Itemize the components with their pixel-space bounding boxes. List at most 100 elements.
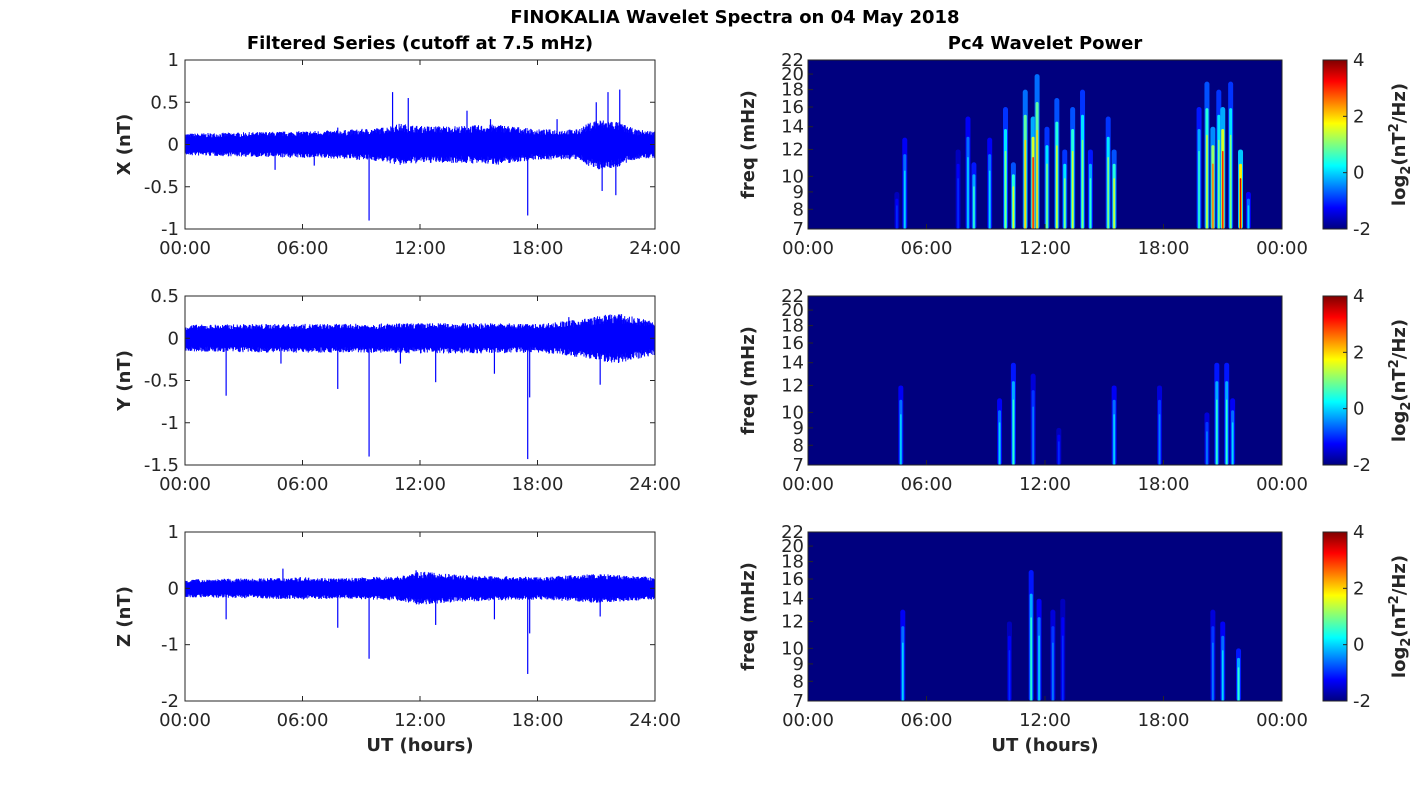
x-tick-label: 12:00 [394, 710, 446, 731]
series-panel-y: -1.5 -1 -0.5 0 0.5 00:00 06:00 12:00 18:00 24:00 Y… [114, 286, 681, 495]
x-tick-label: 18:00 [1138, 710, 1190, 731]
colorbar-label: log2(nT2/Hz) [1387, 83, 1414, 206]
power-streak [1052, 642, 1054, 701]
x-tick-label: 12:00 [1019, 710, 1071, 731]
colorbar-label-part: /Hz) [1389, 83, 1410, 123]
y-tick-label: 22 [781, 50, 804, 71]
x-tick-label: 24:00 [629, 238, 681, 259]
y-tick-label: 12 [781, 139, 804, 160]
y-axis-label: freq (mHz) [738, 90, 759, 199]
y-tick-label: -0.5 [144, 177, 179, 198]
x-tick-label: 24:00 [629, 474, 681, 495]
y-tick-label: 7 [793, 455, 804, 476]
power-streak [1046, 163, 1048, 229]
colorbar-label-part: log [1389, 411, 1410, 442]
y-tick-label: 16 [781, 569, 804, 590]
power-streak [1071, 150, 1074, 229]
y-tick-label: -1 [161, 635, 179, 656]
y-tick-label: 8 [793, 435, 804, 456]
colorbar-label-part: /Hz) [1389, 319, 1410, 359]
y-tick-label: 18 [781, 316, 804, 337]
y-tick-label: -1 [161, 413, 179, 434]
x-tick-label: 06:00 [277, 238, 329, 259]
power-streak [1229, 134, 1232, 229]
power-streak [1237, 667, 1240, 701]
y-tick-label: 0.5 [150, 92, 179, 113]
colorbar-tick-label: 4 [1353, 522, 1364, 543]
y-tick-label: 14 [781, 589, 804, 610]
power-streak [967, 157, 969, 229]
power-streak [998, 422, 1001, 465]
y-tick-label: 9 [793, 654, 804, 675]
power-streak [1206, 431, 1208, 465]
power-streak [1056, 145, 1058, 229]
x-tick-label: 06:00 [901, 238, 953, 259]
colorbar-tick-label: -2 [1353, 691, 1371, 712]
power-streak [1032, 157, 1034, 229]
power-streak [1216, 399, 1218, 465]
y-tick-label: 9 [793, 418, 804, 439]
y-tick-label: 8 [793, 199, 804, 220]
power-streak [1081, 139, 1084, 229]
power-streak [904, 170, 906, 229]
y-tick-label: 12 [781, 375, 804, 396]
power-streak [1038, 635, 1040, 701]
power-streak [1158, 414, 1161, 465]
colorbar-label-part: (nT [1389, 368, 1410, 402]
x-tick-label: 00:00 [782, 710, 834, 731]
colorbar-tick-label: 4 [1353, 286, 1364, 307]
x-tick-label: 24:00 [629, 710, 681, 731]
colorbar-label-part: log [1389, 647, 1410, 678]
power-streak [1030, 617, 1032, 701]
power-streak [1212, 163, 1214, 229]
y-tick-label: 0 [168, 578, 179, 599]
x-tick-label: 12:00 [394, 238, 446, 259]
y-tick-label: 16 [781, 333, 804, 354]
colorbar-label: log2(nT2/Hz) [1387, 319, 1414, 442]
heatmap-background [808, 532, 1282, 701]
x-tick-label: 18:00 [1138, 238, 1190, 259]
power-streak [1222, 650, 1224, 701]
colorbar [1322, 59, 1348, 230]
power-streak [957, 178, 959, 229]
x-tick-label: 18:00 [1138, 474, 1190, 495]
power-streak [1198, 150, 1200, 229]
colorbar-label-part: /Hz) [1389, 555, 1410, 595]
x-tick-label: 12:00 [1019, 474, 1071, 495]
power-streak [1032, 406, 1034, 465]
power-streak [1012, 186, 1015, 229]
y-tick-label: 22 [781, 522, 804, 543]
y-tick-label: -1 [161, 219, 179, 240]
colorbar-label-part: (nT [1389, 132, 1410, 166]
y-tick-label: -1.5 [144, 455, 179, 476]
right-x-axis-label: UT (hours) [991, 735, 1098, 756]
colorbar-tick-label: 2 [1353, 106, 1364, 127]
power-streak [1218, 139, 1220, 229]
plot-frame [184, 531, 656, 702]
colorbar-label-part: 2 [1387, 123, 1402, 132]
colorbar-tick-label: -2 [1353, 219, 1371, 240]
y-tick-label: 18 [781, 80, 804, 101]
x-tick-label: 00:00 [782, 474, 834, 495]
y-tick-label: 14 [781, 353, 804, 374]
colorbar-label: log2(nT2/Hz) [1387, 555, 1414, 678]
colorbar-tick-label: 0 [1353, 163, 1364, 184]
power-streak [1206, 134, 1208, 229]
power-streak [896, 205, 898, 229]
left-x-axis-label: UT (hours) [366, 735, 473, 756]
y-tick-label: 16 [781, 97, 804, 118]
y-axis-label: freq (mHz) [738, 562, 759, 671]
colorbar-label-part: 2 [1399, 166, 1414, 175]
x-tick-label: 00:00 [159, 238, 211, 259]
colorbar-tick-label: 0 [1353, 635, 1364, 656]
x-tick-label: 12:00 [1019, 238, 1071, 259]
y-axis-label: freq (mHz) [738, 326, 759, 435]
series-panel-z: -2 -1 0 1 00:00 06:00 12:00 18:00 24:00 Z (nT) [114, 522, 681, 731]
x-tick-label: 06:00 [277, 710, 329, 731]
power-streak [1239, 178, 1242, 229]
x-tick-label: 06:00 [901, 710, 953, 731]
series-trace [185, 571, 655, 605]
power-streak [1222, 150, 1224, 229]
